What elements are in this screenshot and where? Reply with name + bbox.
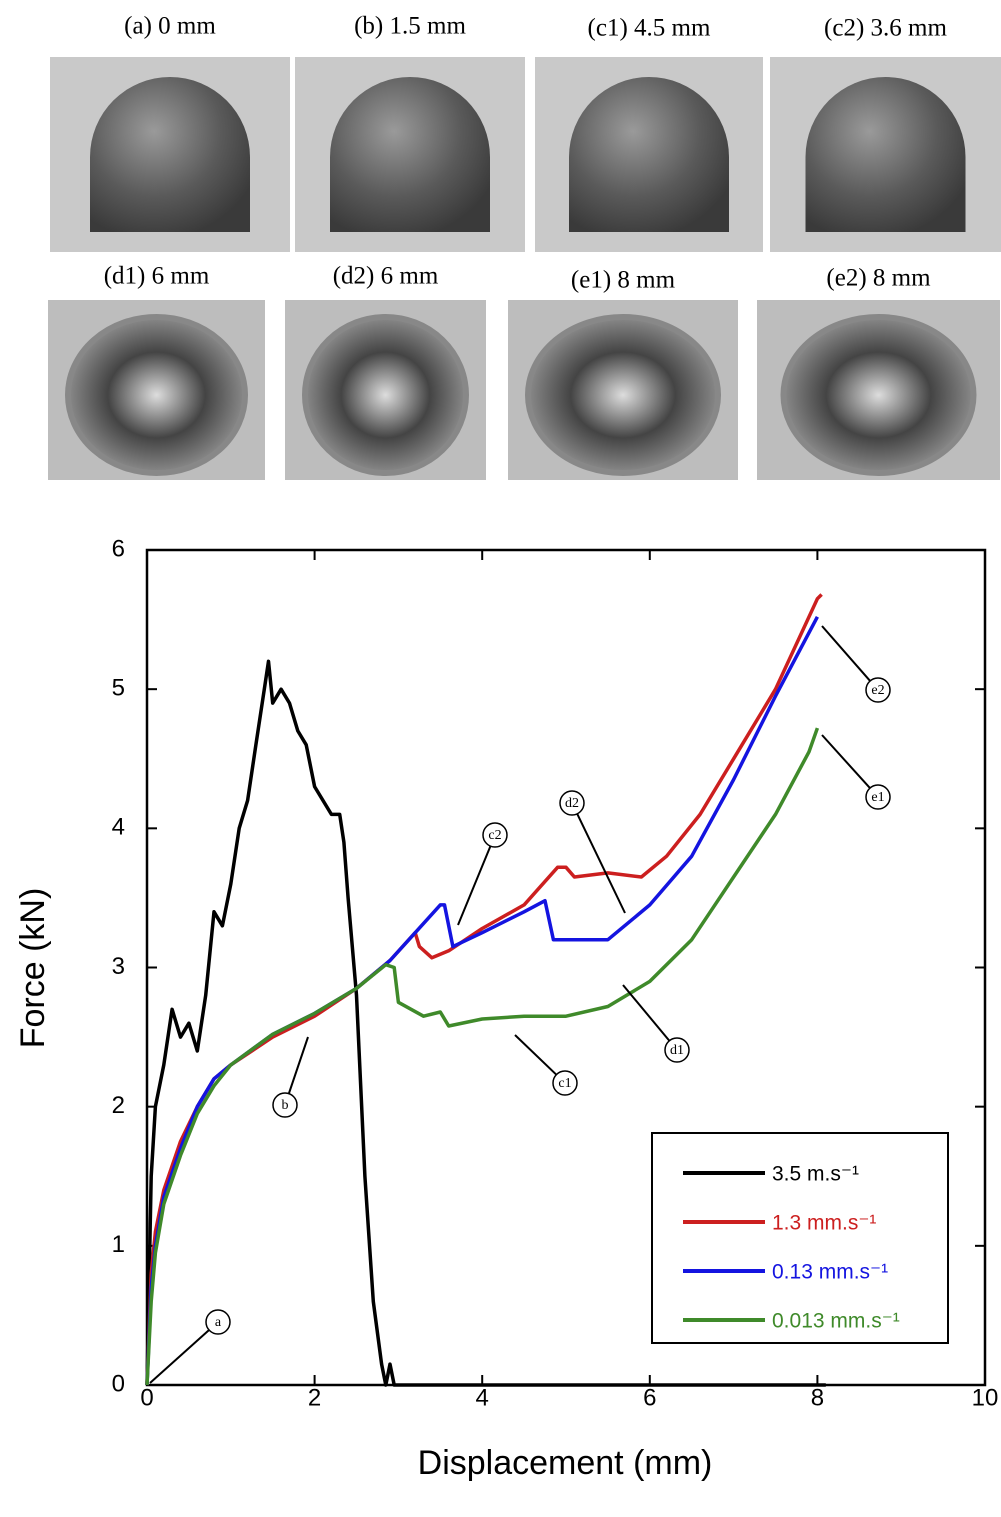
annotation: e1 — [871, 790, 884, 805]
legend-label: 0.013 mm.s⁻¹ — [772, 1310, 900, 1333]
photo-specimen — [569, 77, 729, 232]
photo-specimen — [90, 77, 250, 232]
annotation: d1 — [670, 1043, 684, 1058]
annotation-leader — [576, 813, 626, 914]
x-tick-label: 6 — [643, 1384, 656, 1411]
photo-specimen — [65, 314, 248, 476]
x-tick-label: 10 — [972, 1384, 999, 1411]
chart: Displacement (mm) Force (kN) 0 2 4 6 8 10 0 1 2 3… — [14, 535, 998, 1482]
annotation-leader — [287, 1036, 309, 1094]
annotation: c1 — [558, 1076, 571, 1091]
annotation-leader — [622, 984, 671, 1042]
y-tick-label: 4 — [112, 814, 125, 841]
photo-caption: (b) 1.5 mm — [354, 13, 466, 40]
legend-label: 0.13 mm.s⁻¹ — [772, 1261, 888, 1284]
annotation-circle — [482, 822, 508, 848]
annotation-leader — [457, 845, 492, 926]
annotation-circle — [559, 790, 585, 816]
annotation: e2 — [871, 683, 884, 698]
photo-caption: (d1) 6 mm — [104, 263, 210, 290]
photo-caption: (c1) 4.5 mm — [588, 15, 711, 42]
annotation-leader — [514, 1034, 558, 1076]
x-tick-label: 2 — [308, 1384, 321, 1411]
photo-specimen — [302, 314, 469, 476]
photo-specimen — [780, 314, 977, 476]
y-tick-label: 1 — [112, 1231, 125, 1258]
legend-label: 1.3 mm.s⁻¹ — [772, 1212, 876, 1235]
annotation: d2 — [565, 796, 579, 811]
photo-caption: (e2) 8 mm — [826, 265, 931, 292]
photo-caption: (c2) 3.6 mm — [824, 15, 947, 42]
photo-caption: (a) 0 mm — [124, 13, 216, 40]
annotation: c2 — [488, 828, 501, 843]
annotation-leader — [821, 734, 871, 789]
x-tick-label: 4 — [476, 1384, 489, 1411]
y-tick-label: 0 — [112, 1370, 125, 1397]
photo-specimen — [330, 77, 490, 232]
annotation: b — [282, 1098, 289, 1113]
x-tick-label: 0 — [140, 1384, 153, 1411]
legend-box — [651, 1132, 949, 1344]
annotation-circle — [865, 784, 891, 810]
series-line — [145, 659, 826, 1387]
annotation-circle — [664, 1037, 690, 1063]
y-tick-label: 3 — [112, 953, 125, 980]
series-line — [145, 615, 819, 1386]
annotation-leader — [821, 625, 871, 682]
photo-panel: (a) 0 mm (b) 1.5 mm (c1) 4.5 mm (c2) 3.6 mm… — [48, 13, 1001, 480]
y-tick-label: 6 — [112, 535, 125, 562]
x-tick-label: 8 — [811, 1384, 824, 1411]
series-line — [145, 727, 820, 1386]
annotation: a — [215, 1315, 222, 1330]
photo-specimen — [805, 77, 966, 232]
y-axis-label: Force (kN) — [14, 888, 52, 1049]
y-tick-label: 2 — [112, 1092, 125, 1119]
photo-specimen — [525, 314, 721, 476]
x-axis-label: Displacement (mm) — [418, 1444, 713, 1482]
y-tick-label: 5 — [112, 675, 125, 702]
photo-caption: (e1) 8 mm — [571, 267, 676, 294]
annotation-leader — [149, 1329, 210, 1384]
photo-caption: (d2) 6 mm — [333, 263, 439, 290]
annotation-circle — [205, 1309, 231, 1335]
annotation-circle — [552, 1070, 578, 1096]
annotation-circle — [865, 677, 891, 703]
legend-label: 3.5 m.s⁻¹ — [772, 1163, 859, 1186]
annotation-circle — [272, 1092, 298, 1118]
